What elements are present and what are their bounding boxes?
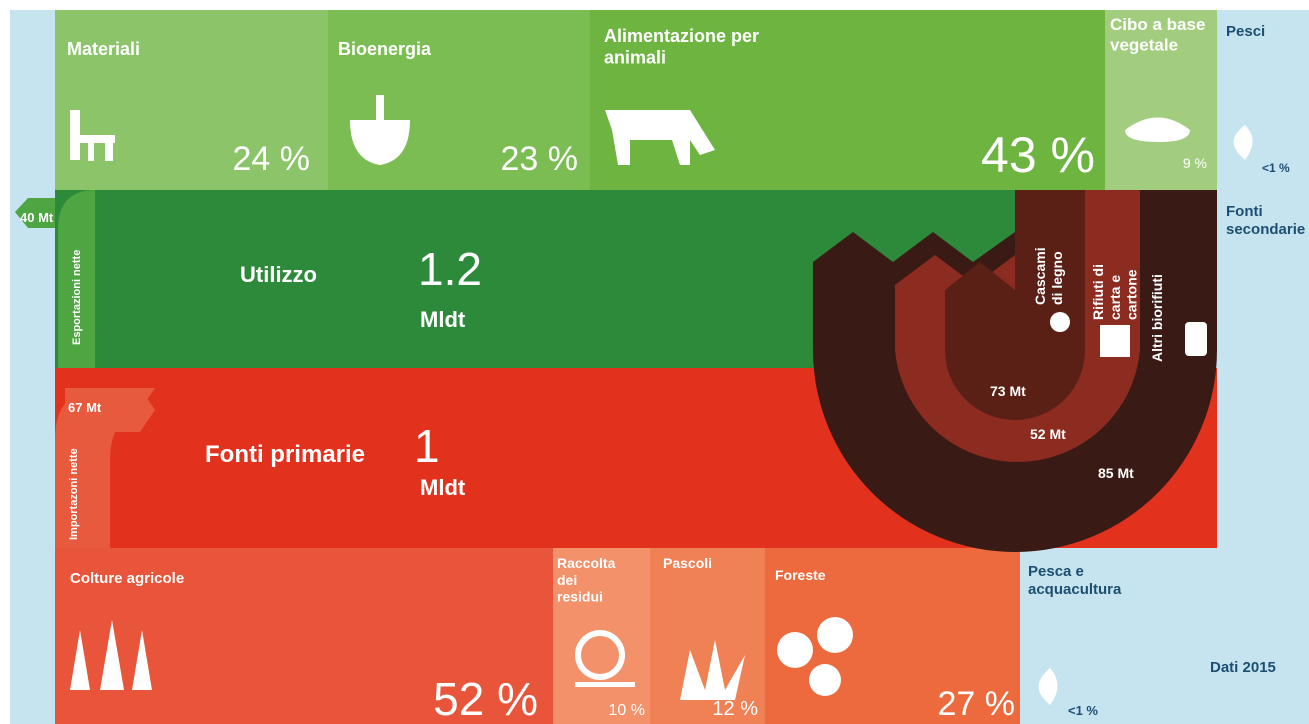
amount: 1 <box>414 420 440 472</box>
label: Pesci <box>1226 23 1265 40</box>
export-arrow <box>15 198 55 228</box>
unit: Mldt <box>420 475 466 500</box>
share: 27 % <box>938 685 1016 723</box>
label: Foreste <box>775 567 826 583</box>
label: Pascoli <box>663 555 712 571</box>
share: 10 % <box>609 702 645 719</box>
share: 24 % <box>233 140 311 178</box>
unit: Mldt <box>420 307 466 332</box>
amount: 73 Mt <box>990 383 1026 399</box>
amount: 85 Mt <box>1098 465 1134 481</box>
share: 12 % <box>712 698 758 720</box>
amount: 52 Mt <box>1030 426 1066 442</box>
secondary-inner <box>945 190 1085 420</box>
share: 9 % <box>1183 155 1207 171</box>
label: Cibo a base vegetale <box>1110 15 1205 54</box>
label: Pesca e acquacultura <box>1028 563 1122 598</box>
label: Rifiuti dicarta ecartone <box>1090 264 1140 320</box>
label: Altri biorifiuti <box>1149 274 1165 362</box>
tile <box>55 10 328 190</box>
amount: 1.2 <box>418 243 482 295</box>
share: <1 % <box>1262 161 1290 175</box>
label: Utilizzo <box>240 262 317 287</box>
tile <box>55 548 553 724</box>
import-arrow <box>65 388 155 432</box>
utilization-band <box>55 190 1017 368</box>
amount: 67 Mt <box>68 400 102 415</box>
share: 23 % <box>501 140 579 178</box>
label: Raccolta dei residui <box>557 555 616 605</box>
label: Materiali <box>67 39 140 59</box>
label: Importazoni nette <box>68 448 80 540</box>
label: Colture agricole <box>70 570 184 587</box>
tile <box>590 10 1105 190</box>
share: 43 % <box>981 127 1095 183</box>
label: Alimentazione per animali <box>604 26 759 68</box>
amount: 40 Mt <box>20 210 54 225</box>
label: Fonti secondarie <box>1226 203 1305 238</box>
note: Dati 2015 <box>1210 659 1276 676</box>
share: 52 % <box>433 673 538 724</box>
tile <box>765 548 1020 724</box>
label: Bioenergia <box>338 39 432 59</box>
label: Esportazioni nette <box>71 250 83 345</box>
tile <box>1105 10 1217 190</box>
label: Cascamidi legno <box>1032 247 1065 305</box>
icons <box>70 95 1253 705</box>
share: <1 % <box>1068 703 1098 718</box>
export-tab <box>58 190 95 368</box>
label: Fonti primarie <box>205 441 365 468</box>
